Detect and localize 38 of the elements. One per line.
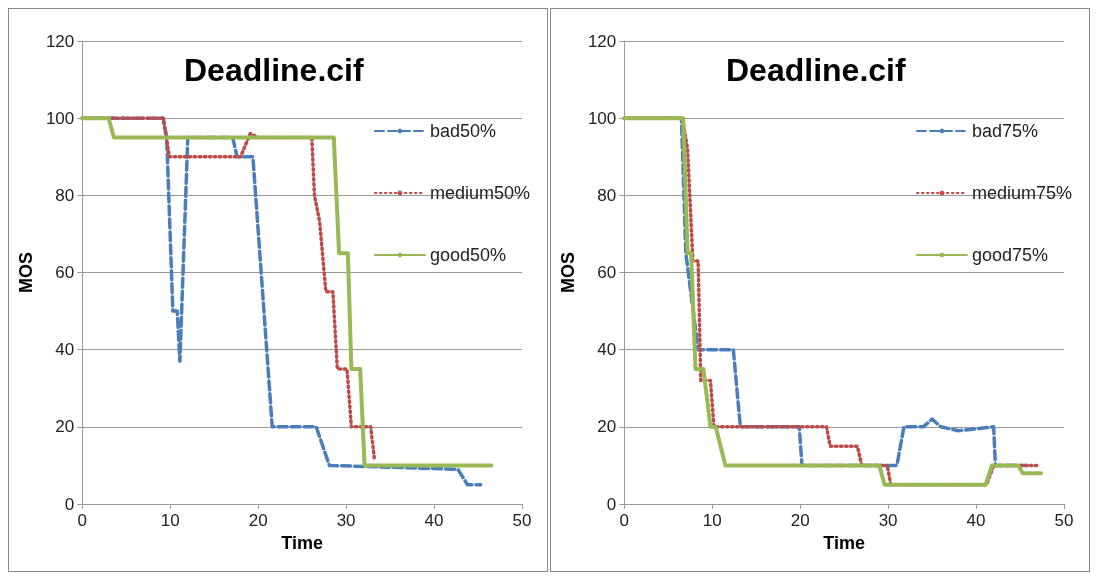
x-tick-label: 20 xyxy=(248,511,268,530)
x-axis-title: Time xyxy=(823,532,865,553)
y-tick-label: 120 xyxy=(587,31,617,51)
x-axis-title: Time xyxy=(281,532,323,553)
chart-title: Deadline.cif xyxy=(726,52,906,88)
y-tick-label: 100 xyxy=(45,108,75,128)
y-axis-title: MOS xyxy=(558,251,578,294)
legend-label: bad75% xyxy=(971,121,1039,141)
y-tick-label: 60 xyxy=(55,263,75,282)
legend-label: medium75% xyxy=(971,183,1072,203)
y-tick-label: 40 xyxy=(55,340,75,360)
y-tick-label: 0 xyxy=(64,494,75,514)
x-tick-label: 50 xyxy=(1054,511,1074,530)
x-tick-label: 50 xyxy=(512,511,532,530)
y-tick-label: 20 xyxy=(55,417,75,437)
x-tick-label: 0 xyxy=(619,511,629,530)
y-tick-label: 60 xyxy=(597,263,617,282)
x-tick-label: 10 xyxy=(702,511,722,530)
x-tick-label: 0 xyxy=(77,511,87,530)
x-tick-label: 10 xyxy=(160,511,180,530)
y-tick-label: 80 xyxy=(55,185,75,205)
x-tick-label: 30 xyxy=(878,511,898,530)
legend-label: good75% xyxy=(971,245,1049,265)
x-tick-label: 40 xyxy=(424,511,444,530)
y-tick-label: 120 xyxy=(45,31,75,51)
x-tick-label: 20 xyxy=(790,511,810,530)
legend-label: medium50% xyxy=(429,183,530,203)
x-tick-label: 40 xyxy=(966,511,986,530)
y-tick-label: 80 xyxy=(597,185,617,205)
legend-label: good50% xyxy=(429,245,507,265)
legend-label: bad50% xyxy=(429,121,497,141)
y-axis-title: MOS xyxy=(16,251,36,294)
y-tick-label: 100 xyxy=(587,108,617,128)
chart-title: Deadline.cif xyxy=(184,52,364,88)
x-tick-label: 30 xyxy=(336,511,356,530)
y-tick-label: 40 xyxy=(597,340,617,360)
y-tick-label: 20 xyxy=(597,417,617,437)
y-tick-label: 0 xyxy=(606,494,617,514)
